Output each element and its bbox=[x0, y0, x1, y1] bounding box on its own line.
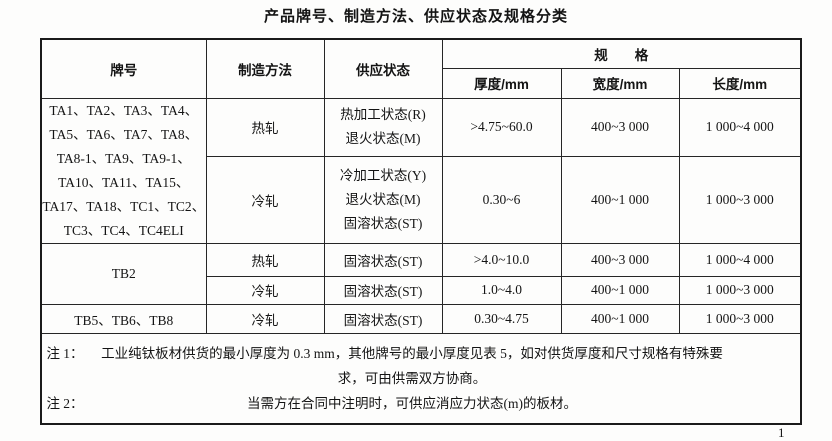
length-cell: 1 000~4 000 bbox=[678, 97, 802, 157]
header-width: 宽度/mm bbox=[560, 67, 680, 99]
header-thickness: 厚度/mm bbox=[441, 67, 562, 99]
grade-line: TC3、TC4、TC4ELI bbox=[63, 222, 184, 238]
page-title: 产品牌号、制造方法、供应状态及规格分类 bbox=[263, 8, 568, 25]
width-cell: 400~1 000 bbox=[560, 155, 680, 244]
supply-state-cell: 固溶状态(ST) bbox=[323, 275, 443, 305]
note-2: 注 2： 当需方在合同中注明时，可供应消应力状态(m)的板材。 bbox=[42, 391, 800, 416]
table-row: TB2 热轧 固溶状态(ST) >4.0~10.0 400~3 000 1 00… bbox=[40, 242, 802, 305]
header-row-2: 厚度/mm 宽度/mm 长度/mm bbox=[41, 67, 802, 99]
supply-state-cell: 固溶状态(ST) bbox=[323, 303, 443, 334]
state-line: 退火状态(M) bbox=[345, 131, 421, 146]
length-cell: 1 000~3 000 bbox=[678, 275, 802, 305]
method-cell: 热轧 bbox=[205, 242, 325, 277]
note-2-text: 当需方在合同中注明时，可供应消应力状态(m)的板材。 bbox=[247, 395, 577, 411]
width-cell: 400~3 000 bbox=[560, 97, 680, 157]
notes-cell: 注 1： 工业纯钛板材供货的最小厚度为 0.3 mm，其他牌号的最小厚度见表 5… bbox=[40, 332, 802, 425]
state-line: 冷加工状态(Y) bbox=[339, 167, 427, 183]
state-line: 热加工状态(R) bbox=[340, 107, 426, 122]
header-supply-state: 供应状态 bbox=[323, 38, 443, 99]
thickness-cell: >4.0~10.0 bbox=[441, 242, 562, 277]
width-cell: 400~1 000 bbox=[560, 303, 680, 334]
method-cell: 冷轧 bbox=[205, 303, 325, 334]
table-row: 冷轧 冷加工状态(Y) 退火状态(M) 固溶状态(ST) 0.30~6 400~… bbox=[41, 155, 802, 244]
grade-cell-tb568: TB5、TB6、TB8 bbox=[40, 303, 207, 334]
header-grade: 牌号 bbox=[40, 38, 207, 99]
grade-cell-ta-group: TA1、TA2、TA3、TA4、 TA5、TA6、TA7、TA8、 TA8-1、… bbox=[40, 97, 207, 244]
method-cell: 冷轧 bbox=[205, 155, 325, 244]
length-cell: 1 000~3 000 bbox=[678, 303, 802, 334]
grade-line: TA5、TA6、TA7、TA8、 bbox=[49, 126, 199, 142]
state-line: 固溶状态(ST) bbox=[343, 215, 423, 231]
notes-row: 注 1： 工业纯钛板材供货的最小厚度为 0.3 mm，其他牌号的最小厚度见表 5… bbox=[40, 332, 802, 425]
state-line: 退火状态(M) bbox=[345, 191, 421, 207]
width-cell: 400~1 000 bbox=[560, 275, 680, 305]
length-cell: 1 000~3 000 bbox=[678, 155, 802, 244]
header-row-1: 牌号 制造方法 供应状态 规 格 bbox=[40, 38, 802, 99]
table-row: TA1、TA2、TA3、TA4、 TA5、TA6、TA7、TA8、 TA8-1、… bbox=[40, 97, 802, 244]
method-cell: 热轧 bbox=[205, 97, 325, 157]
supply-state-cell: 冷加工状态(Y) 退火状态(M) 固溶状态(ST) bbox=[323, 155, 443, 244]
page-number: 1 bbox=[778, 425, 785, 440]
width-cell: 400~3 000 bbox=[560, 242, 680, 277]
method-cell: 冷轧 bbox=[205, 275, 325, 305]
note-1-label: 注 1： bbox=[46, 345, 84, 361]
thickness-cell: 0.30~6 bbox=[441, 155, 562, 244]
grade-line: TA10、TA11、TA15、 bbox=[58, 174, 190, 190]
thickness-cell: 1.0~4.0 bbox=[441, 275, 562, 305]
note-2-label: 注 2： bbox=[46, 395, 84, 411]
header-method: 制造方法 bbox=[205, 38, 325, 99]
spec-table: 牌号 制造方法 供应状态 规 格 厚度/mm 宽度/mm 长度/mm TA1、T… bbox=[40, 38, 802, 425]
note-1: 注 1： 工业纯钛板材供货的最小厚度为 0.3 mm，其他牌号的最小厚度见表 5… bbox=[42, 341, 800, 391]
grade-line: TA1、TA2、TA3、TA4、 bbox=[49, 102, 199, 118]
header-spec: 规 格 bbox=[441, 38, 802, 69]
grade-line: TA17、TA18、TC1、TC2、 bbox=[42, 198, 206, 214]
thickness-cell: 0.30~4.75 bbox=[441, 303, 562, 334]
supply-state-cell: 热加工状态(R) 退火状态(M) bbox=[323, 97, 443, 157]
note-1-text: 工业纯钛板材供货的最小厚度为 0.3 mm，其他牌号的最小厚度见表 5，如对供货… bbox=[101, 345, 723, 386]
table-row: TB5、TB6、TB8 冷轧 固溶状态(ST) 0.30~4.75 400~1 … bbox=[40, 303, 802, 334]
grade-line: TA8-1、TA9、TA9-1、 bbox=[56, 150, 191, 166]
grade-cell-tb2: TB2 bbox=[40, 242, 207, 305]
thickness-cell: >4.75~60.0 bbox=[441, 97, 562, 157]
header-length: 长度/mm bbox=[678, 67, 802, 99]
length-cell: 1 000~4 000 bbox=[678, 242, 802, 277]
supply-state-cell: 固溶状态(ST) bbox=[323, 242, 443, 277]
